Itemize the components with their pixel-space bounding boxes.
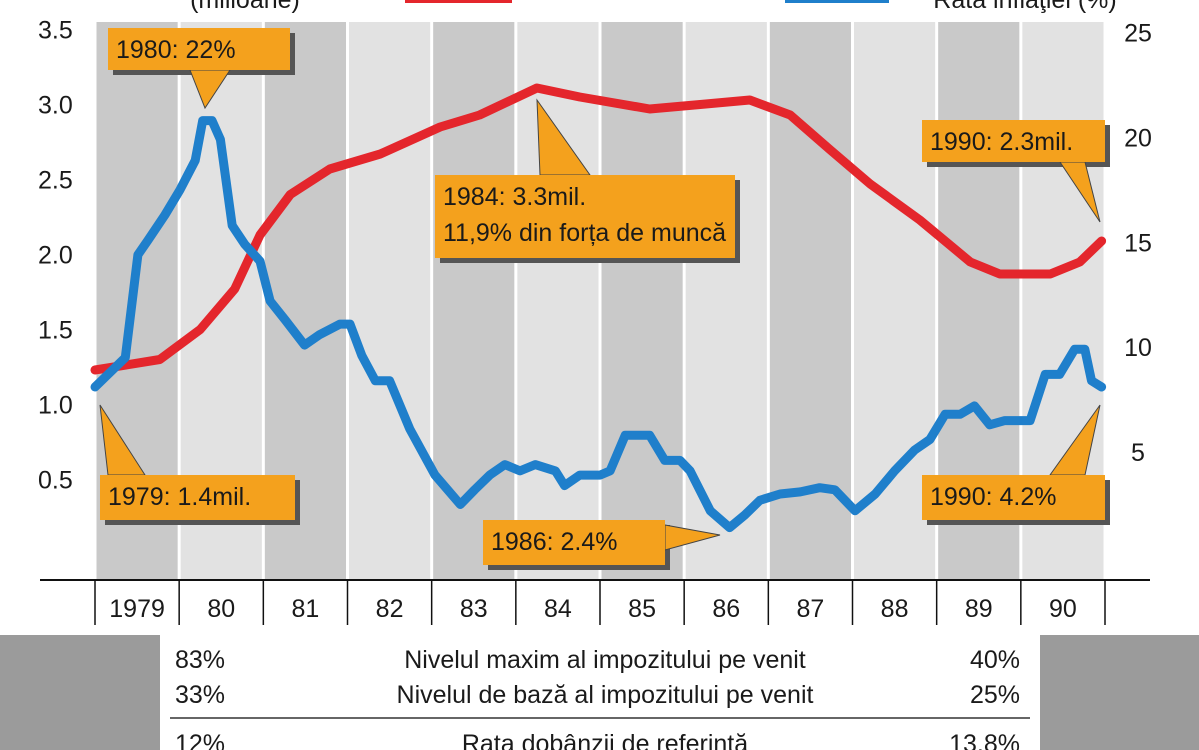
table-cell: Nivelul maxim al impozitului pe venit xyxy=(404,646,806,674)
y-tick-label: 3.0 xyxy=(38,92,73,120)
series-line xyxy=(90,83,1107,375)
y2-tick-label: 15 xyxy=(1124,229,1152,257)
callout-box xyxy=(435,175,735,258)
x-tick-label: 88 xyxy=(881,595,909,623)
table-cell: 83% xyxy=(175,646,225,674)
y-axis-label: (milioane) xyxy=(190,0,300,14)
table-cell: 33% xyxy=(175,681,225,709)
callout-box xyxy=(100,475,295,520)
callout-box xyxy=(483,520,665,565)
annotation: 1980: 22% xyxy=(116,36,236,64)
x-tick-label: 90 xyxy=(1049,595,1077,623)
legend-swatch xyxy=(405,0,512,3)
x-tick-label: 80 xyxy=(207,595,235,623)
series-line xyxy=(90,116,1107,533)
y2-tick-label: 5 xyxy=(1131,439,1145,467)
annotation: 1979: 1.4mil. xyxy=(108,483,251,511)
x-tick-label: 81 xyxy=(292,595,320,623)
y2-axis-label: Rata inflaţiei (%) xyxy=(933,0,1116,14)
annotation: 1990: 2.3mil. xyxy=(930,128,1073,156)
callout-box xyxy=(922,120,1105,162)
x-tick-label: 89 xyxy=(965,595,993,623)
year-band xyxy=(601,22,683,580)
y2-tick-label: 20 xyxy=(1124,124,1152,152)
table-cell: 13.8% xyxy=(949,730,1020,750)
year-band xyxy=(349,22,431,580)
table-side xyxy=(1040,635,1199,750)
y-tick-label: 2.5 xyxy=(38,167,73,195)
x-tick-label: 1979 xyxy=(109,595,165,623)
y2-tick-label: 25 xyxy=(1124,19,1152,47)
x-tick-label: 82 xyxy=(376,595,404,623)
year-band xyxy=(517,22,599,580)
x-tick-label: 84 xyxy=(544,595,572,623)
x-tick-label: 86 xyxy=(712,595,740,623)
y-tick-label: 2.0 xyxy=(38,242,73,270)
table-side xyxy=(0,635,160,750)
table-cell: 12% xyxy=(175,730,225,750)
table-cell: Nivelul de bază al impozitului pe venit xyxy=(397,681,814,709)
x-tick-label: 85 xyxy=(628,595,656,623)
annotation: 1990: 4.2% xyxy=(930,483,1057,511)
y-tick-label: 1.0 xyxy=(38,392,73,420)
legend-swatch xyxy=(785,0,889,3)
table-cell: 40% xyxy=(970,646,1020,674)
callout-box xyxy=(108,28,290,70)
x-tick-label: 87 xyxy=(797,595,825,623)
annotation: 11,9% din forța de muncă xyxy=(443,219,726,247)
annotation: 1984: 3.3mil. xyxy=(443,183,586,211)
y-tick-label: 0.5 xyxy=(38,467,73,495)
year-band xyxy=(854,22,936,580)
table-cell: Rata dobânzii de referinţă xyxy=(462,730,748,750)
table-cell: 25% xyxy=(970,681,1020,709)
callout-box xyxy=(922,475,1105,520)
y-tick-label: 3.5 xyxy=(38,17,73,45)
y-tick-label: 1.5 xyxy=(38,317,73,345)
y2-tick-label: 10 xyxy=(1124,334,1152,362)
x-tick-label: 83 xyxy=(460,595,488,623)
annotation: 1986: 2.4% xyxy=(491,528,618,556)
